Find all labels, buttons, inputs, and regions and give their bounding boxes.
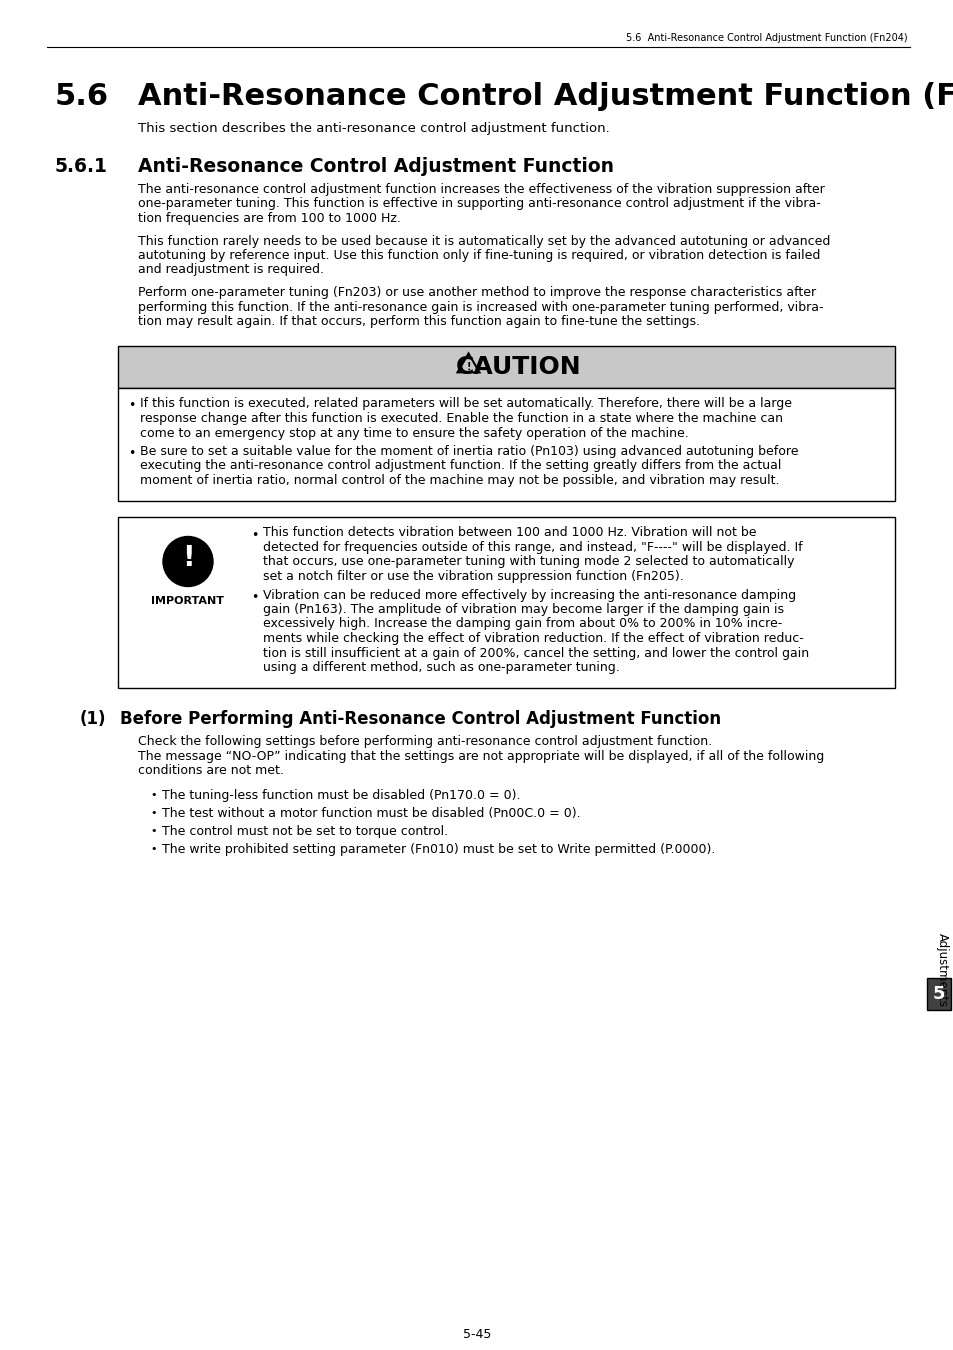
Text: 5.6.1: 5.6.1 xyxy=(55,157,108,176)
Text: Vibration can be reduced more effectively by increasing the anti-resonance dampi: Vibration can be reduced more effectivel… xyxy=(263,589,796,602)
Text: •: • xyxy=(150,809,156,818)
Text: Before Performing Anti-Resonance Control Adjustment Function: Before Performing Anti-Resonance Control… xyxy=(120,710,720,728)
Text: (1): (1) xyxy=(80,710,107,728)
Text: The control must not be set to torque control.: The control must not be set to torque co… xyxy=(162,825,448,838)
Text: performing this function. If the anti-resonance gain is increased with one-param: performing this function. If the anti-re… xyxy=(138,301,822,313)
Text: detected for frequencies outside of this range, and instead, "F----" will be dis: detected for frequencies outside of this… xyxy=(263,541,801,554)
Text: •: • xyxy=(251,590,258,603)
Text: Adjustments: Adjustments xyxy=(935,933,947,1007)
Text: one-parameter tuning. This function is effective in supporting anti-resonance co: one-parameter tuning. This function is e… xyxy=(138,197,820,211)
Bar xyxy=(118,517,894,687)
Text: IMPORTANT: IMPORTANT xyxy=(152,597,224,606)
Text: •: • xyxy=(128,400,135,413)
Text: and readjustment is required.: and readjustment is required. xyxy=(138,263,324,277)
Text: •: • xyxy=(150,826,156,836)
Text: •: • xyxy=(128,447,135,460)
Text: •: • xyxy=(251,528,258,541)
Text: set a notch filter or use the vibration suppression function (Fn205).: set a notch filter or use the vibration … xyxy=(263,570,683,583)
Text: •: • xyxy=(150,790,156,801)
Text: This function detects vibration between 100 and 1000 Hz. Vibration will not be: This function detects vibration between … xyxy=(263,526,756,540)
Bar xyxy=(118,346,894,387)
Text: moment of inertia ratio, normal control of the machine may not be possible, and : moment of inertia ratio, normal control … xyxy=(140,474,779,487)
Text: conditions are not met.: conditions are not met. xyxy=(138,764,284,778)
Text: The message “NO-OP” indicating that the settings are not appropriate will be dis: The message “NO-OP” indicating that the … xyxy=(138,751,823,763)
Text: !: ! xyxy=(181,544,194,571)
Text: The tuning-less function must be disabled (Pn170.0 = 0).: The tuning-less function must be disable… xyxy=(162,788,520,802)
Text: Check the following settings before performing anti-resonance control adjustment: Check the following settings before perf… xyxy=(138,736,711,748)
Text: tion may result again. If that occurs, perform this function again to fine-tune : tion may result again. If that occurs, p… xyxy=(138,315,700,328)
Text: 5.6: 5.6 xyxy=(55,82,109,111)
Bar xyxy=(926,977,950,1010)
Text: ments while checking the effect of vibration reduction. If the effect of vibrati: ments while checking the effect of vibra… xyxy=(263,632,803,645)
Text: •: • xyxy=(150,844,156,855)
Text: !: ! xyxy=(466,363,470,373)
Text: The test without a motor function must be disabled (Pn00C.0 = 0).: The test without a motor function must b… xyxy=(162,807,580,819)
Text: using a different method, such as one-parameter tuning.: using a different method, such as one-pa… xyxy=(263,662,619,674)
Text: autotuning by reference input. Use this function only if fine-tuning is required: autotuning by reference input. Use this … xyxy=(138,248,820,262)
Circle shape xyxy=(163,536,213,586)
Text: tion frequencies are from 100 to 1000 Hz.: tion frequencies are from 100 to 1000 Hz… xyxy=(138,212,400,225)
Text: This function rarely needs to be used because it is automatically set by the adv: This function rarely needs to be used be… xyxy=(138,235,829,247)
Text: 5-45: 5-45 xyxy=(462,1328,491,1341)
Text: come to an emergency stop at any time to ensure the safety operation of the mach: come to an emergency stop at any time to… xyxy=(140,427,688,440)
Text: Perform one-parameter tuning (Fn203) or use another method to improve the respon: Perform one-parameter tuning (Fn203) or … xyxy=(138,286,815,298)
Text: 5: 5 xyxy=(932,986,944,1003)
Text: This section describes the anti-resonance control adjustment function.: This section describes the anti-resonanc… xyxy=(138,122,609,135)
Text: The anti-resonance control adjustment function increases the effectiveness of th: The anti-resonance control adjustment fu… xyxy=(138,184,824,196)
Text: that occurs, use one-parameter tuning with tuning mode 2 selected to automatical: that occurs, use one-parameter tuning wi… xyxy=(263,555,794,568)
Text: Anti-Resonance Control Adjustment Function (Fn204): Anti-Resonance Control Adjustment Functi… xyxy=(138,82,953,111)
Text: excessively high. Increase the damping gain from about 0% to 200% in 10% incre-: excessively high. Increase the damping g… xyxy=(263,617,781,630)
Text: CAUTION: CAUTION xyxy=(456,355,580,378)
Text: gain (Pn163). The amplitude of vibration may become larger if the damping gain i: gain (Pn163). The amplitude of vibration… xyxy=(263,603,783,616)
Text: Anti-Resonance Control Adjustment Function: Anti-Resonance Control Adjustment Functi… xyxy=(138,157,614,176)
Text: executing the anti-resonance control adjustment function. If the setting greatly: executing the anti-resonance control adj… xyxy=(140,459,781,472)
Text: 5.6  Anti-Resonance Control Adjustment Function (Fn204): 5.6 Anti-Resonance Control Adjustment Fu… xyxy=(626,32,907,43)
Text: Be sure to set a suitable value for the moment of inertia ratio (Pn103) using ad: Be sure to set a suitable value for the … xyxy=(140,446,798,458)
Text: The write prohibited setting parameter (Fn010) must be set to Write permitted (P: The write prohibited setting parameter (… xyxy=(162,842,715,856)
Text: response change after this function is executed. Enable the function in a state : response change after this function is e… xyxy=(140,412,782,425)
Text: tion is still insufficient at a gain of 200%, cancel the setting, and lower the : tion is still insufficient at a gain of … xyxy=(263,647,808,660)
Bar xyxy=(118,387,894,501)
Text: If this function is executed, related parameters will be set automatically. Ther: If this function is executed, related pa… xyxy=(140,397,791,410)
